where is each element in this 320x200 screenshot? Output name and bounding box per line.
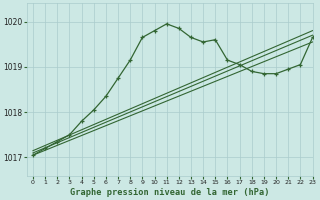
X-axis label: Graphe pression niveau de la mer (hPa): Graphe pression niveau de la mer (hPa) <box>70 188 269 197</box>
